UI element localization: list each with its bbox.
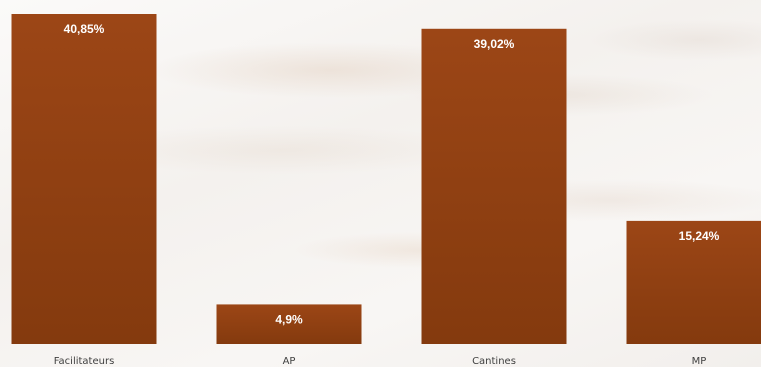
x-tick-label-cantines: Cantines <box>472 356 516 367</box>
data-label-mp: 15,24% <box>679 229 720 243</box>
x-tick-label-ap: AP <box>283 356 296 367</box>
bar-cantines <box>421 28 567 344</box>
data-label-cantines: 39,02% <box>474 37 515 51</box>
x-tick-label-facilitateurs: Facilitateurs <box>54 356 115 367</box>
data-labels-group: 40,85% 4,9% 39,02% 15,24% <box>64 22 720 326</box>
bar-facilitateurs <box>11 14 157 344</box>
data-label-ap: 4,9% <box>275 312 303 326</box>
data-label-facilitateurs: 40,85% <box>64 22 105 36</box>
x-tick-label-mp: MP <box>692 356 707 367</box>
bar-mp <box>626 220 761 344</box>
x-axis-tick-labels: Facilitateurs AP Cantines MP <box>54 356 707 367</box>
bar-ap <box>216 304 362 344</box>
bars-group <box>11 14 761 344</box>
